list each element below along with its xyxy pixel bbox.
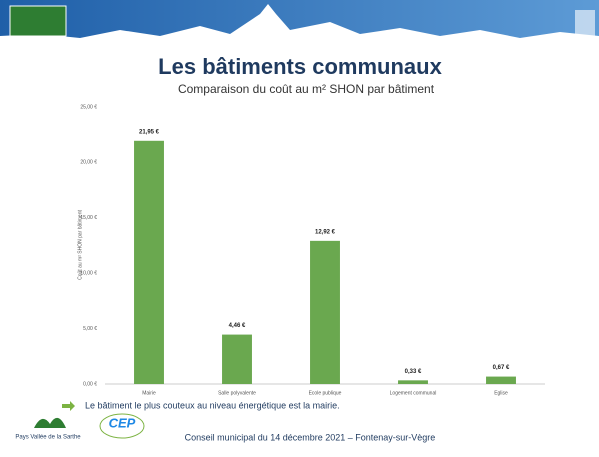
logo-text: Pays Vallée de la Sarthe xyxy=(15,435,81,441)
bar xyxy=(134,141,164,384)
arrow-icon xyxy=(62,401,75,411)
y-tick-label: 5,00 € xyxy=(83,326,97,332)
logo-text: CEP xyxy=(109,415,136,430)
x-tick-label: Eglise xyxy=(494,390,508,396)
bar xyxy=(222,335,252,384)
value-label: 12,92 € xyxy=(315,229,336,235)
value-label: 0,33 € xyxy=(405,369,422,375)
x-tick-label: Ecole publique xyxy=(309,390,342,396)
value-label: 21,95 € xyxy=(139,129,160,135)
chart-title: Les bâtiments communaux xyxy=(158,54,442,79)
logo-cep: CEP xyxy=(100,414,144,438)
y-tick-label: 10,00 € xyxy=(80,271,97,277)
logo-pays: Pays Vallée de la Sarthe xyxy=(15,418,81,441)
header-banner xyxy=(0,0,599,48)
x-tick-label: Salle polyvalente xyxy=(218,390,256,396)
y-tick-label: 25,00 € xyxy=(80,104,97,110)
value-label: 0,67 € xyxy=(493,365,510,371)
x-tick-label: Mairie xyxy=(142,390,156,396)
slide: Les bâtiments communaux Comparaison du c… xyxy=(0,0,599,457)
plot: 0,00 € 5,00 € 10,00 € 15,00 € 20,00 € 25,00 €… xyxy=(80,104,545,396)
bar xyxy=(310,241,340,384)
chart-subtitle: Comparaison du coût au m² SHON par bâtim… xyxy=(178,82,435,96)
footer-note: Le bâtiment le plus couteux au niveau én… xyxy=(85,400,340,410)
bar xyxy=(398,380,428,384)
bar xyxy=(486,377,516,384)
value-label: 4,46 € xyxy=(229,323,246,329)
y-tick-label: 15,00 € xyxy=(80,215,97,221)
y-tick-label: 0,00 € xyxy=(83,381,97,387)
footer-meeting: Conseil municipal du 14 décembre 2021 – … xyxy=(185,432,436,442)
x-tick-label: Logement communal xyxy=(390,390,437,396)
y-tick-label: 20,00 € xyxy=(80,160,97,166)
